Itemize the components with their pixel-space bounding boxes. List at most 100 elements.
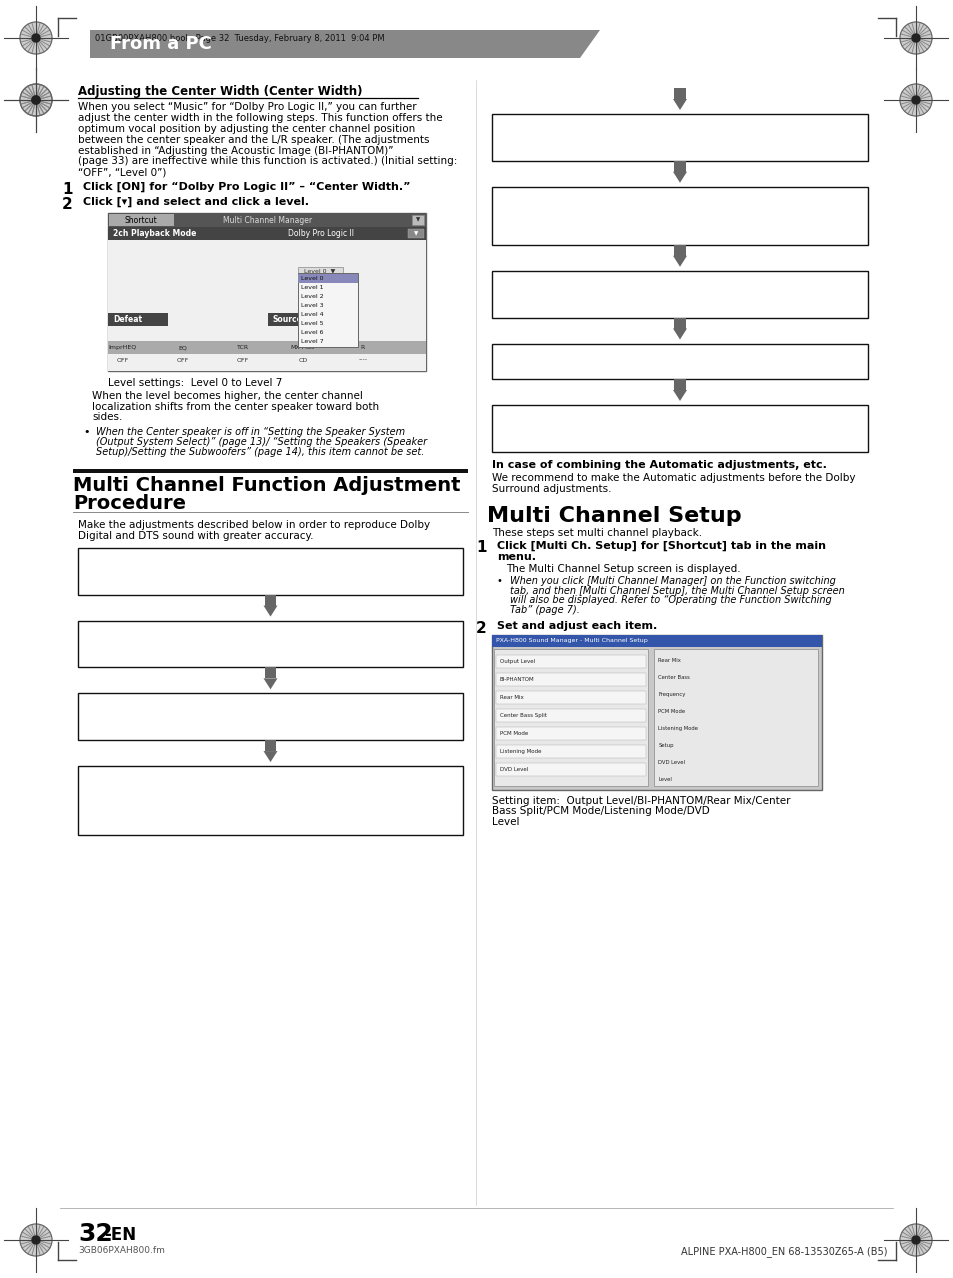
Text: Level 4: Level 4 <box>301 312 323 317</box>
Polygon shape <box>672 390 686 401</box>
Text: MultiCh: MultiCh <box>268 279 294 285</box>
Circle shape <box>911 96 919 104</box>
Text: menu.: menu. <box>497 552 536 561</box>
Text: DVD Level: DVD Level <box>658 760 684 766</box>
Text: Mixing the Low Range Audio for the Rear (Rear Mix) (page 33): Mixing the Low Range Audio for the Rear … <box>496 119 863 129</box>
Text: 1: 1 <box>476 541 486 556</box>
FancyBboxPatch shape <box>108 341 426 354</box>
Text: the front L/R speakers mixed with the center audio signals: the front L/R speakers mixed with the ce… <box>118 808 422 818</box>
Text: Mixing the Low Range Audio of the Center with the Front L/R: Mixing the Low Range Audio of the Center… <box>91 771 449 781</box>
Text: Frequency: Frequency <box>658 693 685 698</box>
Circle shape <box>32 35 40 42</box>
FancyBboxPatch shape <box>297 273 357 284</box>
FancyBboxPatch shape <box>492 405 867 451</box>
FancyBboxPatch shape <box>496 654 646 668</box>
Text: When the Center speaker is off in “Setting the Speaker System: When the Center speaker is off in “Setti… <box>96 427 405 437</box>
Polygon shape <box>672 256 686 267</box>
Circle shape <box>899 1224 931 1256</box>
Text: established in “Adjusting the Acoustic Image (BI-PHANTOM)”: established in “Adjusting the Acoustic I… <box>78 146 393 156</box>
Text: ImprHEQ: ImprHEQ <box>109 345 137 350</box>
Text: optimum vocal position by adjusting the center channel position: optimum vocal position by adjusting the … <box>78 124 415 134</box>
Polygon shape <box>263 679 277 689</box>
Text: Bass Split/PCM Mode/Listening Mode/DVD: Bass Split/PCM Mode/Listening Mode/DVD <box>492 806 709 817</box>
FancyBboxPatch shape <box>492 114 867 161</box>
Text: (Center Bass Split) (page 34): (Center Bass Split) (page 34) <box>185 782 355 792</box>
Text: ----: ---- <box>358 358 367 363</box>
FancyBboxPatch shape <box>108 213 426 371</box>
FancyBboxPatch shape <box>108 313 168 326</box>
Text: Level 0  ▼: Level 0 ▼ <box>304 268 335 273</box>
Polygon shape <box>263 606 277 616</box>
Text: When the level becomes higher, the center channel: When the level becomes higher, the cente… <box>91 391 362 401</box>
Text: OFF: OFF <box>176 358 189 363</box>
Text: Adjusting the Acoustic Image (BI-PHANTOM) (page 33): Adjusting the Acoustic Image (BI-PHANTOM… <box>110 625 431 635</box>
Text: The Multi Channel Setup screen is displayed.: The Multi Channel Setup screen is displa… <box>505 565 740 575</box>
Text: 32: 32 <box>78 1222 112 1246</box>
Text: MX-Plus: MX-Plus <box>291 345 314 350</box>
Text: Click [▾] and select and click a level.: Click [▾] and select and click a level. <box>83 197 309 207</box>
Text: between the center speaker and the L/R speaker. (The adjustments: between the center speaker and the L/R s… <box>78 134 429 144</box>
Text: will also be displayed. Refer to “Operating the Function Switching: will also be displayed. Refer to “Operat… <box>510 596 831 606</box>
Text: Level 0: Level 0 <box>301 276 323 281</box>
Text: 2ch Playback Mode: 2ch Playback Mode <box>112 229 196 238</box>
Text: Level 3: Level 3 <box>301 303 323 308</box>
FancyBboxPatch shape <box>496 691 646 704</box>
Circle shape <box>32 96 40 104</box>
Text: Setup: Setup <box>658 744 673 749</box>
FancyBboxPatch shape <box>78 766 462 836</box>
Text: EQ: EQ <box>178 345 187 350</box>
FancyBboxPatch shape <box>654 649 817 786</box>
Text: When you select “Music” for “Dolby Pro Logic II,” you can further: When you select “Music” for “Dolby Pro L… <box>78 102 416 112</box>
Text: Turning this feature on makes the audio signals emitted from: Turning this feature on makes the audio … <box>111 796 430 806</box>
Text: Defeat: Defeat <box>112 316 142 325</box>
Polygon shape <box>90 29 599 58</box>
Text: Level: Level <box>492 817 519 827</box>
Text: ALPINE PXA-H800_EN 68-13530Z65-A (B5): ALPINE PXA-H800_EN 68-13530Z65-A (B5) <box>680 1246 887 1256</box>
Text: (page 34): (page 34) <box>651 203 708 213</box>
FancyBboxPatch shape <box>78 694 462 740</box>
Circle shape <box>899 84 931 116</box>
Text: Click [Multi Ch. Setup] for [Shortcut] tab in the main: Click [Multi Ch. Setup] for [Shortcut] t… <box>497 541 825 551</box>
FancyBboxPatch shape <box>109 215 173 226</box>
FancyBboxPatch shape <box>297 273 357 348</box>
FancyBboxPatch shape <box>78 621 462 667</box>
Circle shape <box>911 1236 919 1243</box>
Text: Source: Source <box>273 316 302 325</box>
Text: Center Width: Center Width <box>148 267 193 273</box>
Text: ○ Movie: ○ Movie <box>323 256 352 261</box>
Text: BI-PHANTOM: BI-PHANTOM <box>499 677 534 682</box>
Polygon shape <box>674 380 685 390</box>
Text: Make the adjustments described below in order to reproduce Dolby: Make the adjustments described below in … <box>78 520 430 530</box>
Text: OFF: OFF <box>236 358 249 363</box>
Text: You can choose either 2ch or 3ch for the playback output of a: You can choose either 2ch or 3ch for the… <box>110 713 431 722</box>
FancyBboxPatch shape <box>297 267 343 276</box>
Text: audio signals with the rear speaker signals.: audio signals with the rear speaker sign… <box>566 144 793 155</box>
Text: Level 5: Level 5 <box>301 321 323 326</box>
Text: Dolby Pro Logic II, DTC and PCM modes.: Dolby Pro Logic II, DTC and PCM modes. <box>576 302 783 312</box>
Text: Center Bass: Center Bass <box>658 676 690 680</box>
Text: Adjusting the acoustic image to achieve a sound as if the: Adjusting the acoustic image to achieve … <box>120 640 420 649</box>
FancyBboxPatch shape <box>492 635 821 647</box>
Text: Center Bass Split: Center Bass Split <box>499 713 546 718</box>
Text: -EN: -EN <box>104 1226 136 1243</box>
Circle shape <box>20 84 52 116</box>
Circle shape <box>20 84 52 116</box>
Text: Dolby Pro Logic II: Dolby Pro Logic II <box>288 229 354 238</box>
FancyBboxPatch shape <box>492 187 867 245</box>
Polygon shape <box>672 171 686 183</box>
Text: Rear Mix: Rear Mix <box>499 695 523 700</box>
Text: tab, and then [Multi Channel Setup], the Multi Channel Setup screen: tab, and then [Multi Channel Setup], the… <box>510 585 843 596</box>
Text: ▼: ▼ <box>388 243 393 249</box>
Text: ● ON: ● ON <box>228 267 247 273</box>
Polygon shape <box>674 88 685 98</box>
Text: From a PC: From a PC <box>110 35 212 52</box>
Text: ▼: ▼ <box>416 217 419 222</box>
Text: Rear Mix: Rear Mix <box>658 658 680 663</box>
Text: This sets the 2-channel signal playback mode.: This sets the 2-channel signal playback … <box>150 579 392 588</box>
Text: Level 7: Level 7 <box>301 339 323 344</box>
Text: Adjust each speaker’s volume so they are the same level.: Adjust each speaker’s volume so they are… <box>529 363 830 373</box>
Text: Multi Channel Setup: Multi Channel Setup <box>486 506 740 527</box>
Text: Adjusting the DVD Level (DVD Level) (page 34): Adjusting the DVD Level (DVD Level) (pag… <box>541 276 818 286</box>
Circle shape <box>32 1236 40 1243</box>
Text: Adjust the volume signal level in each of the Dolby Digital,: Adjust the volume signal level in each o… <box>526 290 833 300</box>
